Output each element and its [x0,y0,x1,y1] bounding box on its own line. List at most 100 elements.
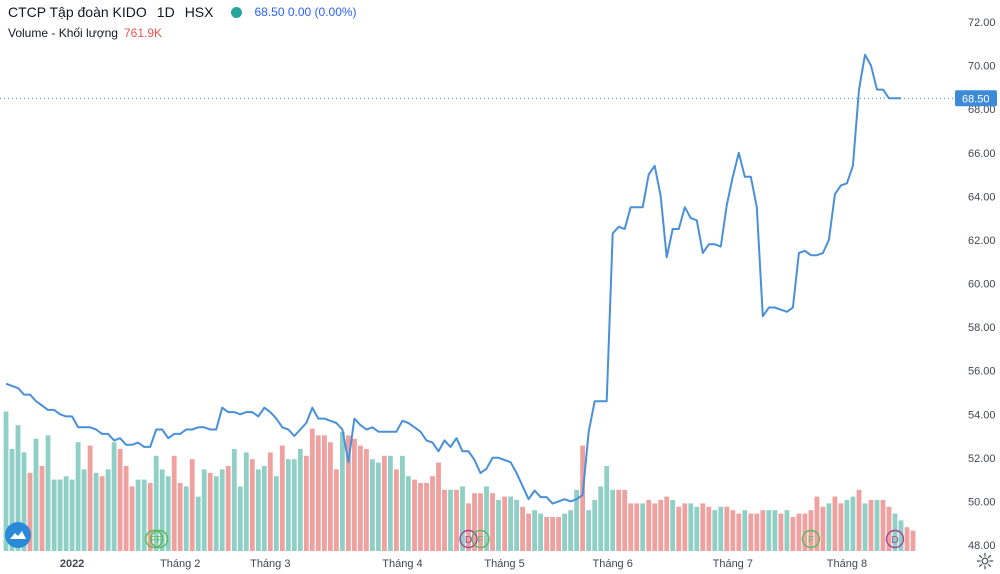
volume-bar [670,500,676,551]
volume-bar [898,520,904,551]
volume-bar [820,506,826,551]
volume-bar [273,476,279,551]
volume-bar [430,476,435,551]
volume-bar [400,455,405,551]
volume-label[interactable]: Volume - Khối lượng [8,26,118,40]
volume-bar [460,486,465,551]
price-axis[interactable]: 72.00 70.00 68.00 66.00 64.00 62.00 60.00 58.00… [955,17,997,552]
volume-bar [75,442,81,551]
volume-bar [742,510,748,551]
volume-bar [550,517,556,551]
volume-bar [874,500,880,551]
volume-bar [598,486,604,551]
volume-bar [201,469,207,551]
volume-bar [508,496,514,551]
event-marker[interactable] [801,529,821,549]
volume-legend: Volume - Khối lượng 761.9K [8,26,162,40]
volume-bar [117,449,123,551]
volume-bar [688,503,694,551]
volume-bar [243,452,249,551]
settings-gear-icon[interactable] [976,552,994,570]
volume-bar [111,442,117,551]
volume-bar [442,489,447,551]
volume-bar [448,489,453,551]
volume-bar [436,462,441,551]
y-tick-label: 70.00 [968,61,996,73]
volume-bar [586,510,592,551]
volume-bar [81,469,87,551]
volume-bar [141,479,147,551]
event-marker[interactable] [459,529,478,549]
volume-bar [454,489,459,551]
volume-bar [754,513,760,551]
event-marker[interactable] [885,529,905,549]
event-marker-label: F [477,535,483,546]
event-marker[interactable] [471,529,490,549]
volume-bars [3,411,916,551]
price-line-layer [0,53,955,505]
volume-bar [376,462,381,551]
volume-bar [646,500,652,551]
x-tick-label: Tháng 6 [592,558,632,570]
volume-bar [285,459,291,551]
volume-bar [700,503,706,551]
volume-bar [892,513,898,551]
volume-bar [538,513,544,551]
volume-bar [724,506,730,551]
volume-bar [502,496,508,551]
tradingview-logo-icon[interactable] [5,522,31,548]
volume-bar [105,469,111,551]
volume-bar [129,486,135,551]
volume-bar [826,503,832,551]
event-marker[interactable] [144,529,164,549]
volume-bar [814,496,820,551]
volume-bar [556,517,562,551]
volume-bar [706,506,712,551]
volume-bar [886,506,892,551]
volume-bar [832,496,838,551]
price-line [5,53,901,505]
x-tick-label: Tháng 8 [827,558,867,570]
symbol-name[interactable]: CTCP Tập đoàn KIDO [8,4,147,20]
volume-bar [322,435,327,551]
volume-bar [334,469,339,551]
volume-bar [592,500,598,551]
volume-bar [712,510,718,551]
volume-bar [87,445,93,551]
volume-bar [664,496,670,551]
volume-bar [57,479,63,551]
volume-bar [147,483,153,551]
volume-bar [844,500,850,551]
volume-bar [315,435,321,551]
y-tick-label: 52.00 [968,453,996,465]
volume-bar [514,500,520,551]
volume-bar [225,466,231,551]
time-axis[interactable]: 2022 Tháng 2 Tháng 3 Tháng 4 Tháng 5 Tháng 6 T… [60,558,867,570]
volume-bar [580,445,586,551]
volume-bar [303,455,309,551]
volume-bar [279,445,285,551]
volume-bar [574,489,580,551]
event-marker[interactable] [149,529,169,549]
volume-bar [358,445,363,551]
volume-bar [856,489,862,551]
y-tick-label: 48.00 [968,540,996,552]
exchange-label: HSX [184,4,214,20]
volume-bar [634,503,640,551]
volume-bar [466,503,471,551]
volume-bar [171,455,177,551]
volume-bar [412,479,417,551]
volume-bar [478,493,483,551]
volume-bar [772,510,778,551]
volume-value: 761.9K [123,26,163,40]
volume-bar [237,486,243,551]
y-tick-label: 68.00 [968,104,996,116]
volume-bar [3,411,9,551]
volume-bar [604,466,610,551]
volume-bar [340,432,345,551]
volume-bar [123,466,129,551]
volume-bar [910,530,916,551]
interval-label[interactable]: 1D [156,4,175,20]
volume-bar [309,428,315,551]
